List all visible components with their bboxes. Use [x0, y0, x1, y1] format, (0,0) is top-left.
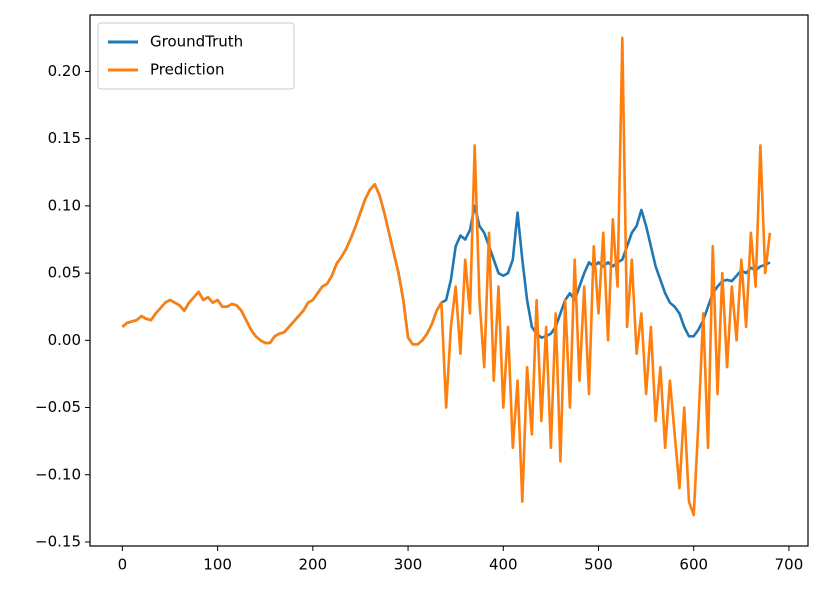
y-tick-label: 0.20 — [48, 62, 81, 80]
y-tick-label: 0.15 — [48, 129, 81, 147]
legend-box — [97, 22, 295, 90]
x-tick-label: 500 — [584, 556, 613, 574]
y-tick-label: −0.10 — [35, 465, 81, 483]
x-tick-label: 400 — [489, 556, 518, 574]
x-tick-label: 0 — [118, 556, 128, 574]
x-tick-label: 300 — [394, 556, 423, 574]
x-tick-label: 200 — [299, 556, 328, 574]
plot-frame — [89, 14, 809, 547]
line-series — [121, 183, 771, 346]
y-tick-label: 0.00 — [48, 331, 81, 349]
x-tick-label: 600 — [679, 556, 708, 574]
x-tick-label: 100 — [203, 556, 232, 574]
line-series — [121, 36, 772, 517]
y-tick-label: 0.10 — [48, 196, 81, 214]
legend-label: Prediction — [150, 61, 225, 79]
x-tick-label: 700 — [775, 556, 804, 574]
y-tick-label: −0.15 — [35, 532, 81, 550]
legend-label: GroundTruth — [150, 33, 243, 51]
y-tick-label: 0.05 — [48, 264, 81, 282]
y-tick-label: −0.05 — [35, 398, 81, 416]
